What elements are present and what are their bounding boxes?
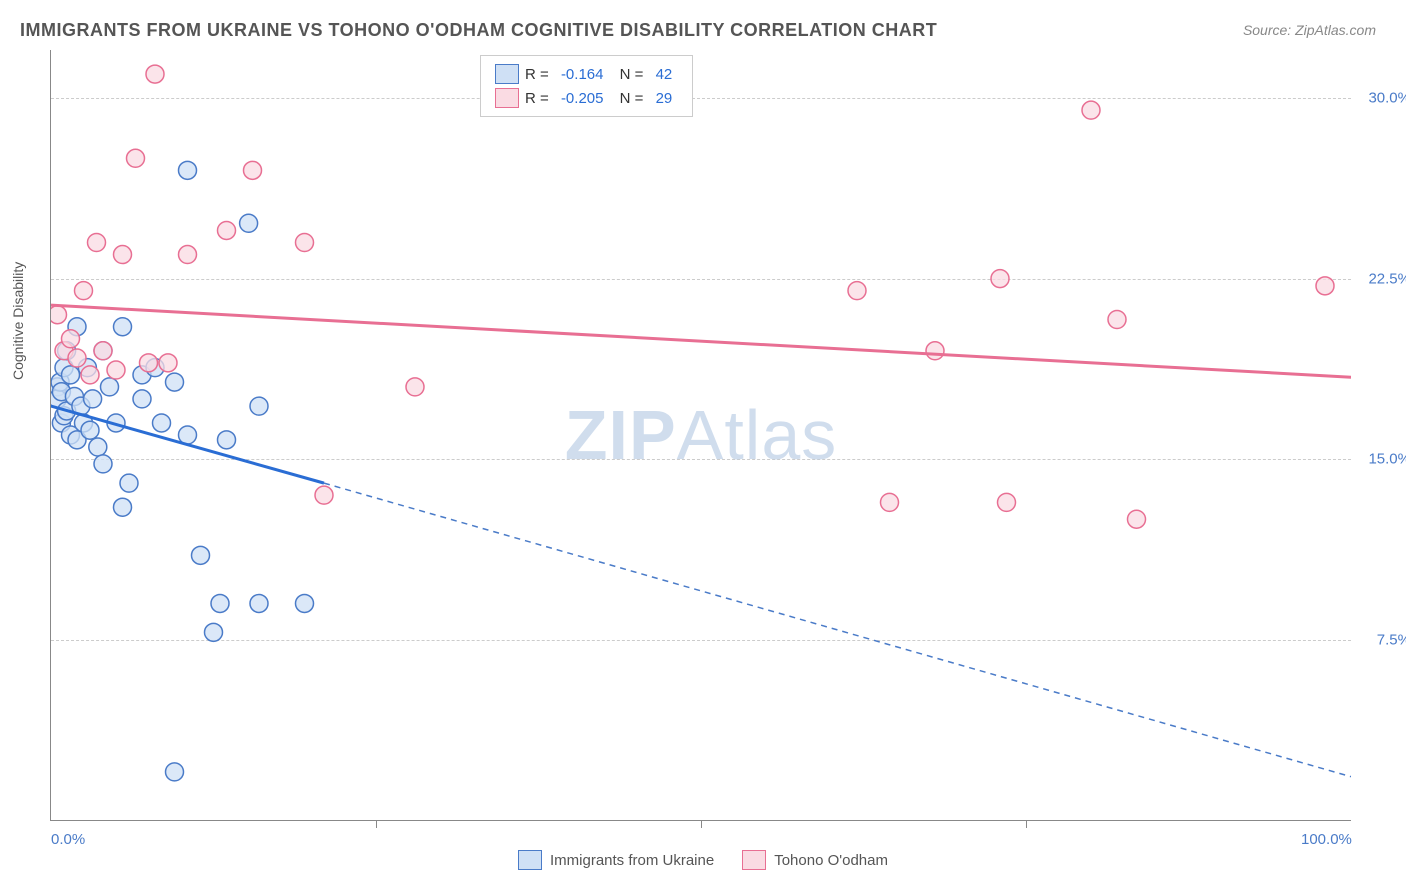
data-point (62, 366, 80, 384)
legend-swatch (742, 850, 766, 870)
legend-stat-row: R = -0.205 N = 29 (495, 86, 678, 110)
data-point (127, 149, 145, 167)
n-value: 29 (656, 90, 673, 107)
legend-series: Immigrants from Ukraine Tohono O'odham (0, 850, 1406, 874)
data-point (406, 378, 424, 396)
data-point (848, 282, 866, 300)
x-tick (1026, 820, 1027, 828)
data-point (146, 65, 164, 83)
y-axis-title: Cognitive Disability (10, 262, 26, 380)
data-point (1128, 510, 1146, 528)
data-point (192, 546, 210, 564)
data-point (153, 414, 171, 432)
data-point (88, 234, 106, 252)
legend-series-item: Tohono O'odham (742, 850, 888, 870)
data-point (166, 373, 184, 391)
data-point (1082, 101, 1100, 119)
y-tick-label: 22.5% (1368, 270, 1406, 287)
data-point (94, 455, 112, 473)
trend-line (51, 305, 1351, 377)
n-value: 42 (656, 66, 673, 83)
data-point (211, 594, 229, 612)
data-point (51, 306, 67, 324)
data-point (218, 221, 236, 239)
data-point (101, 378, 119, 396)
y-tick-label: 30.0% (1368, 90, 1406, 107)
data-point (991, 270, 1009, 288)
data-point (250, 594, 268, 612)
data-point (205, 623, 223, 641)
data-point (166, 763, 184, 781)
data-point (94, 342, 112, 360)
data-point (1316, 277, 1334, 295)
n-label: N = (615, 66, 647, 83)
chart-container: IMMIGRANTS FROM UKRAINE VS TOHONO O'ODHA… (0, 0, 1406, 892)
data-point (114, 318, 132, 336)
r-label: R = (525, 90, 553, 107)
data-point (881, 493, 899, 511)
data-point (179, 161, 197, 179)
data-point (296, 594, 314, 612)
data-point (107, 361, 125, 379)
legend-swatch (495, 64, 519, 84)
data-point (89, 438, 107, 456)
x-tick-label: 100.0% (1301, 831, 1352, 848)
data-point (1108, 311, 1126, 329)
data-point (81, 421, 99, 439)
legend-stats: R = -0.164 N = 42R = -0.205 N = 29 (480, 55, 693, 117)
data-point (179, 246, 197, 264)
data-point (218, 431, 236, 449)
plot-area: ZIPAtlas 7.5%15.0%22.5%30.0%0.0%100.0% (50, 50, 1351, 821)
data-point (81, 366, 99, 384)
chart-title: IMMIGRANTS FROM UKRAINE VS TOHONO O'ODHA… (20, 20, 937, 41)
y-tick-label: 7.5% (1377, 631, 1406, 648)
data-point (159, 354, 177, 372)
x-tick (376, 820, 377, 828)
data-point (114, 498, 132, 516)
data-point (296, 234, 314, 252)
legend-series-item: Immigrants from Ukraine (518, 850, 714, 870)
legend-stat-row: R = -0.164 N = 42 (495, 62, 678, 86)
x-tick (701, 820, 702, 828)
legend-series-label: Tohono O'odham (774, 852, 888, 869)
data-point (114, 246, 132, 264)
legend-swatch (495, 88, 519, 108)
scatter-svg (51, 50, 1351, 820)
r-label: R = (525, 66, 553, 83)
data-point (62, 330, 80, 348)
data-point (244, 161, 262, 179)
data-point (926, 342, 944, 360)
n-label: N = (615, 90, 647, 107)
legend-swatch (518, 850, 542, 870)
data-point (75, 282, 93, 300)
y-tick-label: 15.0% (1368, 451, 1406, 468)
data-point (240, 214, 258, 232)
x-tick-label: 0.0% (51, 831, 85, 848)
data-point (133, 390, 151, 408)
r-value: -0.205 (561, 90, 604, 107)
data-point (140, 354, 158, 372)
data-point (250, 397, 268, 415)
data-point (315, 486, 333, 504)
data-point (998, 493, 1016, 511)
trend-line-dashed (324, 483, 1351, 777)
data-point (120, 474, 138, 492)
legend-series-label: Immigrants from Ukraine (550, 852, 714, 869)
data-point (68, 349, 86, 367)
data-point (84, 390, 102, 408)
r-value: -0.164 (561, 66, 604, 83)
source-label: Source: ZipAtlas.com (1243, 22, 1376, 38)
